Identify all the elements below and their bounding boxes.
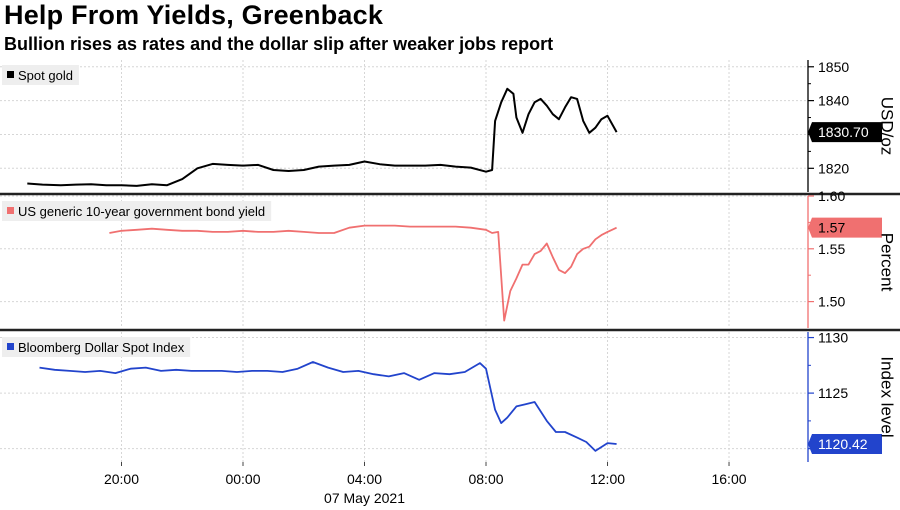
last-value-label: 1830.70 — [818, 124, 869, 140]
last-value-badge — [808, 434, 882, 454]
x-tick-label: 12:00 — [590, 471, 625, 487]
legend-swatch — [7, 71, 14, 78]
y-axis-label: Index level — [878, 356, 897, 437]
last-value-badge — [808, 217, 882, 238]
x-tick-label: 16:00 — [711, 471, 746, 487]
last-value-label: 1120.42 — [818, 436, 868, 452]
y-tick-label: 1.55 — [818, 241, 845, 257]
last-value-badge — [808, 122, 882, 143]
legend-swatch — [7, 343, 14, 350]
y-tick-label: 1820 — [818, 160, 849, 176]
x-axis-date-label: 07 May 2021 — [324, 490, 405, 506]
last-value-label: 1.57 — [818, 220, 845, 236]
chart-title: Help From Yields, Greenback — [4, 0, 384, 30]
x-tick-label: 08:00 — [468, 471, 503, 487]
y-tick-label: 1125 — [818, 385, 848, 401]
y-tick-label: 1850 — [818, 59, 849, 75]
legend-label: Spot gold — [18, 68, 73, 83]
x-tick-label: 00:00 — [225, 471, 260, 487]
legend-label: Bloomberg Dollar Spot Index — [18, 340, 185, 355]
y-tick-label: 1130 — [818, 330, 848, 346]
y-tick-label: 1.50 — [818, 294, 845, 310]
legend-background — [2, 337, 191, 357]
y-axis-label: Percent — [878, 233, 897, 292]
chart-subtitle: Bullion rises as rates and the dollar sl… — [4, 34, 554, 54]
legend-background — [2, 201, 272, 221]
series-line — [39, 361, 617, 452]
series-line — [109, 224, 617, 322]
legend-label: US generic 10-year government bond yield — [18, 204, 265, 219]
series-line — [27, 87, 618, 187]
y-axis-label: USD/oz — [878, 97, 897, 156]
legend-swatch — [7, 207, 14, 214]
y-tick-label: 1.60 — [818, 188, 845, 204]
legend-background — [2, 65, 79, 85]
x-tick-label: 04:00 — [347, 471, 382, 487]
y-tick-label: 1840 — [818, 93, 849, 109]
x-tick-label: 20:00 — [104, 471, 139, 487]
